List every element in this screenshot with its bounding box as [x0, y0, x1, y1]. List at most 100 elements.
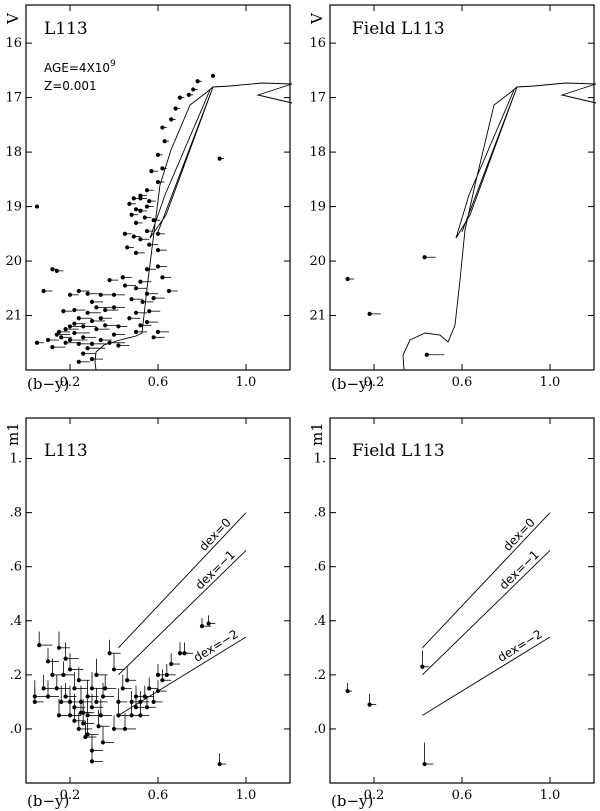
data-point — [111, 667, 117, 672]
data-point — [107, 278, 112, 283]
y-tick-label: .0 — [314, 722, 326, 737]
y-tick-label: 17 — [5, 91, 22, 106]
data-point — [81, 351, 86, 356]
metallicity-line-label: dex=−1 — [193, 548, 238, 593]
data-point — [129, 713, 134, 718]
x-axis-label: (b−y) — [331, 375, 373, 393]
data-point — [116, 699, 121, 704]
data-point — [37, 643, 42, 648]
data-point — [107, 651, 112, 656]
data-point — [85, 291, 90, 296]
data-point — [100, 694, 106, 699]
data-point — [144, 291, 150, 296]
data-point — [61, 672, 66, 677]
axis-ticks: 0.2 0.6 1.0 1. .8 .6 .4 .2 .0 — [314, 418, 594, 803]
data-point — [133, 310, 139, 315]
data-point — [45, 337, 51, 343]
metallicity-line — [422, 550, 551, 676]
plot-frame — [25, 4, 291, 371]
data-point — [144, 204, 150, 209]
data-point — [72, 321, 77, 326]
data-point — [217, 156, 222, 161]
data-point — [169, 117, 174, 122]
data-point — [63, 694, 68, 699]
data-point — [155, 264, 161, 269]
data-point — [131, 196, 136, 201]
data-point — [122, 231, 128, 236]
x-tick-label: 0.2 — [60, 375, 81, 390]
data-point — [195, 79, 200, 84]
x-tick-label: 1.0 — [236, 375, 257, 390]
y-tick-label: .6 — [314, 560, 326, 575]
y-tick-label: .4 — [314, 614, 326, 629]
data-point — [56, 645, 62, 650]
data-point — [72, 718, 77, 723]
data-points — [345, 664, 427, 767]
data-point — [147, 309, 152, 314]
y-tick-label: .2 — [314, 668, 326, 683]
data-point — [144, 705, 150, 710]
data-point — [107, 340, 112, 345]
data-point — [34, 204, 40, 209]
data-point — [422, 761, 427, 767]
data-point — [76, 288, 81, 294]
data-point — [191, 87, 196, 92]
data-points — [32, 621, 222, 767]
data-point — [83, 734, 88, 740]
data-point — [98, 292, 103, 297]
data-point — [45, 659, 51, 664]
data-point — [122, 283, 128, 288]
data-point — [199, 624, 205, 629]
data-point — [155, 152, 161, 157]
data-point — [76, 359, 81, 364]
y-axis-label: V — [4, 12, 22, 25]
metallicity-annotation: Z=0.001 — [44, 79, 97, 93]
data-point — [89, 341, 95, 346]
y-tick-label: 1. — [10, 452, 22, 467]
y-tick-label: .8 — [314, 506, 326, 521]
data-point — [155, 672, 161, 677]
data-point — [94, 327, 99, 332]
panel-title: Field L113 — [352, 441, 445, 461]
data-point — [147, 242, 152, 247]
y-tick-label: 21 — [5, 309, 22, 324]
y-tick-label: 18 — [309, 145, 326, 160]
data-point — [41, 686, 46, 691]
axis-ticks: 0.2 0.6 1.0 16 17 18 19 20 21 — [309, 5, 594, 390]
data-point — [140, 299, 145, 305]
data-point — [89, 318, 95, 324]
data-point — [133, 329, 139, 334]
data-point — [56, 713, 62, 718]
error-bars — [347, 256, 445, 356]
data-point — [155, 248, 161, 253]
x-tick-label: 1.0 — [540, 788, 561, 803]
data-point — [424, 352, 429, 357]
x-tick-label: 1.0 — [236, 788, 257, 803]
data-point — [63, 340, 68, 345]
isochrone-curve — [94, 82, 293, 371]
data-point — [131, 234, 136, 239]
data-point — [54, 686, 59, 691]
data-point — [32, 694, 37, 699]
data-point — [78, 699, 84, 704]
data-point — [206, 621, 211, 626]
data-point — [111, 305, 117, 310]
data-point — [164, 672, 169, 677]
data-point — [100, 740, 106, 745]
x-tick-label: 0.6 — [148, 788, 169, 803]
metallicity-line — [422, 512, 551, 649]
data-point — [98, 713, 103, 718]
data-point — [217, 761, 222, 767]
data-point — [142, 215, 147, 220]
panel-title: Field L113 — [352, 19, 445, 39]
data-point — [420, 664, 425, 669]
x-axis-label: (b−y) — [331, 792, 373, 810]
metallicity-line-label: dex=−2 — [191, 627, 241, 665]
data-point — [155, 231, 161, 236]
data-point — [166, 288, 172, 294]
data-point — [129, 297, 134, 302]
data-point — [367, 311, 372, 316]
data-point — [94, 305, 99, 310]
data-point — [120, 686, 125, 691]
